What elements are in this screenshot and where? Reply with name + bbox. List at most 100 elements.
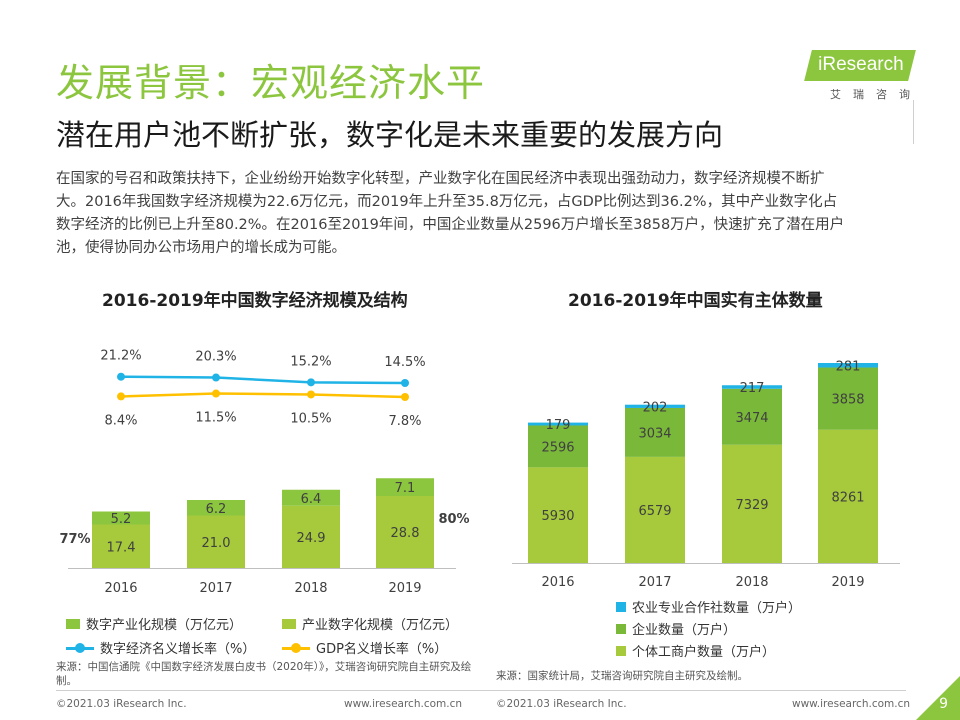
footer-url-left[interactable]: www.iresearch.com.cn bbox=[344, 698, 463, 710]
data-label: 6579 bbox=[638, 504, 671, 519]
x-tick-label: 2016 bbox=[104, 581, 137, 596]
x-tick-label: 2016 bbox=[541, 575, 574, 590]
logo-cn-text: 艾瑞咨询 bbox=[830, 88, 922, 101]
bar-enterprises bbox=[818, 367, 878, 430]
x-tick-label: 2019 bbox=[831, 575, 864, 590]
series-point-gdp-growth bbox=[117, 392, 125, 401]
bar-cooperatives bbox=[722, 385, 782, 389]
data-label: 28.8 bbox=[391, 526, 420, 541]
data-label: 5.2 bbox=[111, 512, 132, 527]
iresearch-logo: iResearch 艾瑞咨询 bbox=[804, 50, 916, 102]
x-tick-label: 2017 bbox=[199, 581, 232, 596]
data-label: 202 bbox=[643, 400, 668, 415]
bar-digital-industrialization bbox=[282, 489, 340, 506]
paragraph-line: 池，使得协同办公市场用户的增长成为可能。 bbox=[56, 240, 346, 256]
annotation-share-2016: 77% bbox=[59, 532, 90, 547]
legend-swatch-light-green bbox=[282, 618, 296, 629]
paragraph-line: 在国家的号召和政策扶持下，企业纷纷开始数字化转型，产业数字化在国民经济中表现出强… bbox=[56, 171, 825, 187]
legend-swatch-dark-green bbox=[66, 618, 80, 629]
page-number-badge: 9 bbox=[916, 676, 960, 720]
bar-digital-industrialization bbox=[187, 500, 245, 516]
data-label: 15.2% bbox=[290, 354, 331, 369]
chart2-legend: 农业专业合作社数量（万户） 企业数量（万户） 个体工商户数量（万户） bbox=[616, 597, 916, 667]
page-corner-triangle bbox=[916, 676, 960, 720]
data-label: 7329 bbox=[735, 498, 768, 513]
data-label: 7.8% bbox=[388, 414, 421, 429]
bar-industrial-digitization bbox=[187, 515, 245, 568]
data-label: 3474 bbox=[735, 411, 768, 426]
data-label: 281 bbox=[836, 359, 861, 374]
annotation-share-2019: 80% bbox=[438, 512, 469, 527]
paragraph-line: 数字经济的比例已上升至80.2%。在2016至2019年间，中国企业数量从259… bbox=[56, 217, 845, 233]
legend-item-individual-businesses: 个体工商户数量（万户） bbox=[616, 641, 775, 660]
legend-item-digital-industrialization: 数字产业化规模（万亿元） bbox=[66, 614, 242, 633]
data-label: 24.9 bbox=[297, 531, 326, 546]
legend-swatch-light-green bbox=[616, 645, 626, 656]
bar-cooperatives bbox=[625, 404, 685, 408]
chart2-source: 来源：国家统计局，艾瑞咨询研究院自主研究及绘制。 bbox=[496, 670, 748, 682]
bar-individual-businesses bbox=[528, 467, 588, 563]
legend-item-gdp-growth: GDP名义增长率（%） bbox=[282, 638, 447, 657]
legend-item-enterprises: 企业数量（万户） bbox=[616, 619, 736, 638]
legend-label: 数字产业化规模（万亿元） bbox=[86, 618, 243, 633]
bar-individual-businesses bbox=[625, 456, 685, 563]
data-label: 20.3% bbox=[195, 350, 236, 365]
data-label: 17.4 bbox=[107, 540, 136, 555]
legend-label: 企业数量（万户） bbox=[632, 623, 737, 638]
series-point-digital-economy-growth bbox=[307, 378, 315, 387]
logo-text: iResearch bbox=[818, 54, 905, 75]
legend-item-cooperatives: 农业专业合作社数量（万户） bbox=[616, 597, 801, 616]
legend-label: GDP名义增长率（%） bbox=[316, 642, 448, 657]
footer-url-right[interactable]: www.iresearch.com.cn bbox=[792, 698, 911, 710]
x-tick-label: 2019 bbox=[388, 581, 421, 596]
legend-line-cyan bbox=[66, 642, 94, 653]
bar-digital-industrialization bbox=[376, 478, 434, 496]
bar-enterprises bbox=[625, 407, 685, 457]
bar-enterprises bbox=[722, 388, 782, 445]
legend-swatch-cyan bbox=[616, 601, 626, 612]
series-point-gdp-growth bbox=[401, 393, 409, 401]
bar-individual-businesses bbox=[722, 444, 782, 563]
chart1-title: 2016-2019年中国数字经济规模及结构 bbox=[102, 291, 408, 311]
bar-individual-businesses bbox=[818, 429, 878, 563]
legend-label: 数字经济名义增长率（%） bbox=[100, 642, 256, 657]
data-label: 2596 bbox=[541, 440, 574, 455]
bar-enterprises bbox=[528, 425, 588, 468]
paragraph-line: 大。2016年我国数字经济规模为22.6万亿元，而2019年上升至35.8万亿元… bbox=[56, 194, 838, 210]
data-label: 14.5% bbox=[384, 355, 425, 370]
data-label: 10.5% bbox=[290, 411, 331, 426]
series-point-digital-economy-growth bbox=[401, 379, 409, 387]
bar-digital-industrialization bbox=[92, 511, 150, 525]
data-label: 11.5% bbox=[195, 411, 236, 426]
bar-cooperatives bbox=[528, 422, 588, 426]
bar-industrial-digitization bbox=[376, 496, 434, 568]
page-title: 发展背景：宏观经济水平 bbox=[56, 61, 486, 105]
footer-divider bbox=[56, 690, 906, 691]
data-label: 217 bbox=[740, 381, 765, 396]
footer-copyright-left: ©2021.03 iResearch Inc. bbox=[56, 698, 187, 710]
legend-label: 农业专业合作社数量（万户） bbox=[632, 601, 802, 616]
data-label: 7.1 bbox=[395, 481, 416, 496]
legend-item-digital-economy-growth: 数字经济名义增长率（%） bbox=[66, 638, 255, 657]
legend-swatch-dark-green bbox=[616, 623, 626, 634]
x-tick-label: 2017 bbox=[638, 575, 671, 590]
legend-line-yellow bbox=[282, 642, 310, 653]
chart1-digital-economy: 17.4 5.2 2016 21.0 6.2 2017 24.9 6.4 2018 28.8 7.1… bbox=[59, 349, 469, 596]
data-label: 3034 bbox=[638, 426, 671, 441]
header-divider bbox=[913, 100, 914, 144]
page-number: 9 bbox=[939, 696, 948, 712]
series-point-gdp-growth bbox=[212, 389, 220, 398]
page-subtitle: 潜在用户池不断扩张，数字化是未来重要的发展方向 bbox=[56, 118, 724, 152]
chart2-title: 2016-2019年中国实有主体数量 bbox=[568, 291, 823, 311]
legend-label: 个体工商户数量（万户） bbox=[632, 645, 776, 660]
data-label: 6.4 bbox=[301, 492, 322, 507]
series-line-digital-economy-growth bbox=[120, 375, 406, 385]
logo-badge: iResearch bbox=[804, 50, 916, 81]
data-label: 6.2 bbox=[206, 502, 227, 517]
footer-copyright-right: ©2021.03 iResearch Inc. bbox=[496, 698, 627, 710]
data-label: 179 bbox=[546, 418, 571, 433]
series-line-gdp-growth bbox=[120, 392, 406, 399]
bar-industrial-digitization bbox=[92, 524, 150, 568]
x-tick-label: 2018 bbox=[294, 581, 327, 596]
chart1-legend: 数字产业化规模（万亿元） 产业数字化规模（万亿元） 数字经济名义增长率（%） G… bbox=[66, 612, 486, 660]
